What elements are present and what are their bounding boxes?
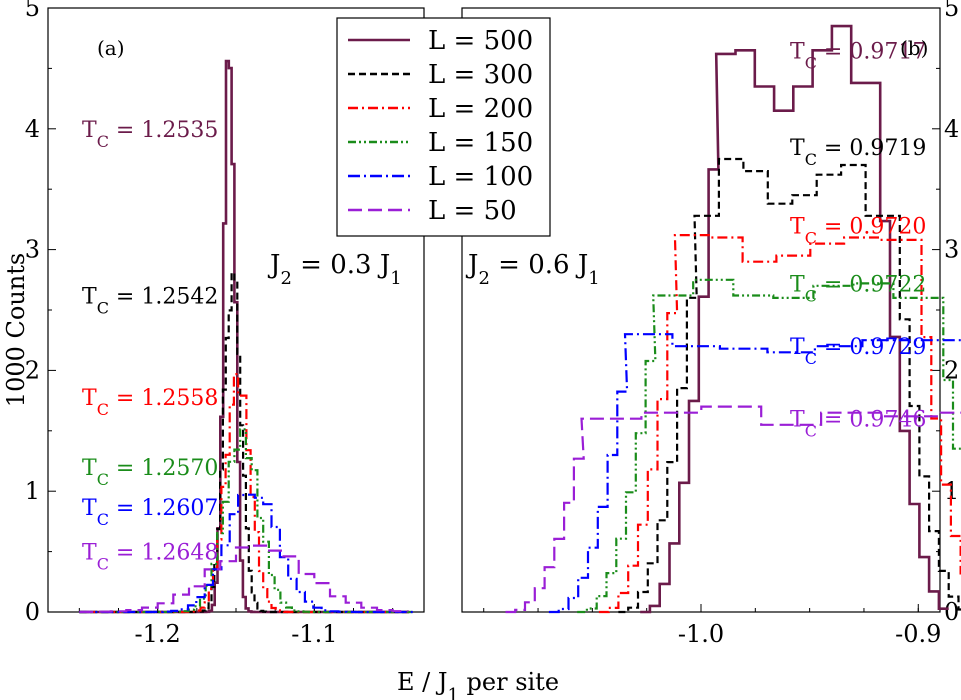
coupling-annotation: J2 = 0.3 J1 xyxy=(267,250,402,289)
y-tick-label: 4 xyxy=(25,115,40,143)
legend-label: L = 300 xyxy=(428,60,533,90)
legend-label: L = 500 xyxy=(428,26,533,56)
x-tick-label: -0.9 xyxy=(895,620,941,648)
tc-label: TC = 1.2607 xyxy=(82,496,218,529)
tc-label: TC = 1.2558 xyxy=(82,386,218,419)
legend-label: L = 100 xyxy=(428,162,533,192)
y-axis-label: 1000 Counts xyxy=(2,253,30,407)
series-line-100 xyxy=(79,493,414,614)
tc-label: TC = 0.9746 xyxy=(790,408,926,441)
x-tick-label: -1.0 xyxy=(678,620,724,648)
x-tick-label: -1.2 xyxy=(135,620,181,648)
panel-label: (b) xyxy=(900,36,928,60)
y-tick-label: 0 xyxy=(944,598,959,626)
series-line-500 xyxy=(640,24,949,614)
panel-a: 0 1 2 3 4 5 -1.2 -1.1 TC = 1.2535 TC = 1.2542 TC =… xyxy=(25,0,425,648)
legend-label: L = 150 xyxy=(428,128,533,158)
y-tick-label: 4 xyxy=(944,115,959,143)
y-tick-label: 3 xyxy=(25,236,40,264)
series-line-300 xyxy=(618,157,961,614)
legend-label: L = 200 xyxy=(428,94,533,124)
y-tick-label: 2 xyxy=(25,356,40,384)
series-line-50 xyxy=(505,405,961,614)
tc-label: TC = 0.9717 xyxy=(790,39,926,72)
panel-label: (a) xyxy=(97,36,125,60)
y-tick-label: 3 xyxy=(944,236,959,264)
x-axis-label: E / J1 per site xyxy=(397,668,559,700)
series-line-50 xyxy=(79,544,409,613)
series-line-200 xyxy=(598,234,961,614)
tc-label: TC = 0.9729 xyxy=(790,335,926,368)
series-line-100 xyxy=(548,333,961,614)
legend-label: L = 50 xyxy=(428,196,517,226)
tc-label: TC = 0.9719 xyxy=(790,136,926,169)
series-line-150 xyxy=(79,428,413,614)
tc-label: TC = 0.9722 xyxy=(790,272,926,305)
legend: L = 500 L = 300 L = 200 L = 150 L = 100 L = 5… xyxy=(336,17,551,237)
y-tick-label: 1 xyxy=(25,477,40,505)
tc-label: TC = 1.2648 xyxy=(82,541,218,574)
tc-label: TC = 1.2570 xyxy=(82,456,218,489)
tc-label: TC = 1.2542 xyxy=(82,285,218,318)
series-line-150 xyxy=(577,278,961,614)
legend-box xyxy=(336,17,551,237)
tc-label: TC = 1.2535 xyxy=(82,118,218,151)
coupling-annotation: J2 = 0.6 J1 xyxy=(465,250,600,289)
y-tick-label: 0 xyxy=(25,598,40,626)
tc-label: TC = 0.9720 xyxy=(790,214,926,247)
x-tick-label: -1.1 xyxy=(291,620,337,648)
y-tick-label: 2 xyxy=(944,356,959,384)
y-tick-label: 5 xyxy=(944,0,959,22)
y-tick-label: 5 xyxy=(25,0,40,22)
